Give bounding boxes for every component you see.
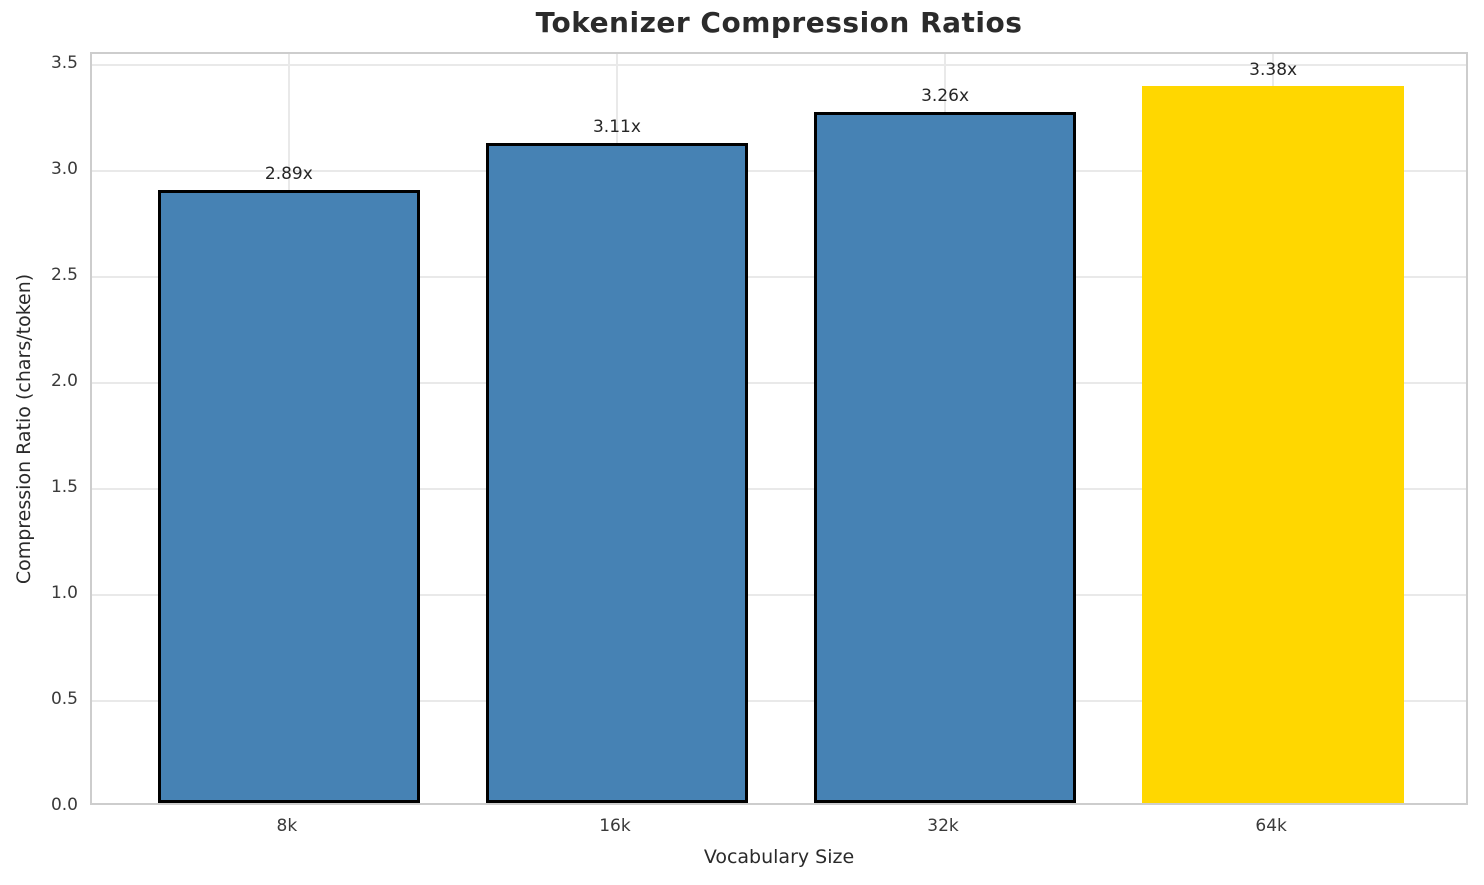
x-tick-label-32k: 32k	[927, 816, 959, 836]
y-tick-label: 3.5	[50, 52, 78, 73]
y-tick-label: 2.0	[50, 370, 78, 391]
bar-value-label: 3.26x	[921, 85, 970, 106]
bar-value-label: 3.11x	[592, 117, 641, 138]
x-tick-label-64k: 64k	[1255, 816, 1287, 836]
y-tick-label: 0.5	[50, 688, 78, 709]
bar-64k	[1141, 86, 1405, 803]
y-tick-label: 3.0	[50, 158, 78, 179]
y-gridline	[92, 381, 1466, 384]
x-tick-label-8k: 8k	[276, 816, 298, 836]
bar-16k	[485, 143, 749, 803]
bar-value-label: 3.38x	[1249, 60, 1298, 81]
y-gridline	[92, 699, 1466, 702]
y-tick-label: 0.0	[50, 795, 78, 815]
y-gridline	[92, 487, 1466, 490]
y-axis-label: Compression Ratio (chars/token)	[13, 273, 35, 585]
x-tick-label-16k: 16k	[599, 816, 631, 836]
bar-8k	[157, 190, 421, 803]
y-gridline	[92, 169, 1466, 172]
y-gridline	[92, 63, 1466, 66]
chart-title: Tokenizer Compression Ratios	[535, 6, 1023, 39]
y-tick-label: 1.0	[50, 582, 78, 603]
y-tick-label: 1.5	[50, 476, 78, 497]
y-gridline	[92, 275, 1466, 278]
y-tick-label: 2.5	[50, 264, 78, 285]
plot-area: 2.89x 3.11x 3.26x 3.38x	[90, 52, 1468, 805]
x-axis-label: Vocabulary Size	[703, 846, 855, 868]
bar-value-label: 2.89x	[264, 164, 313, 184]
bar-32k	[813, 111, 1077, 803]
y-gridline	[92, 593, 1466, 596]
